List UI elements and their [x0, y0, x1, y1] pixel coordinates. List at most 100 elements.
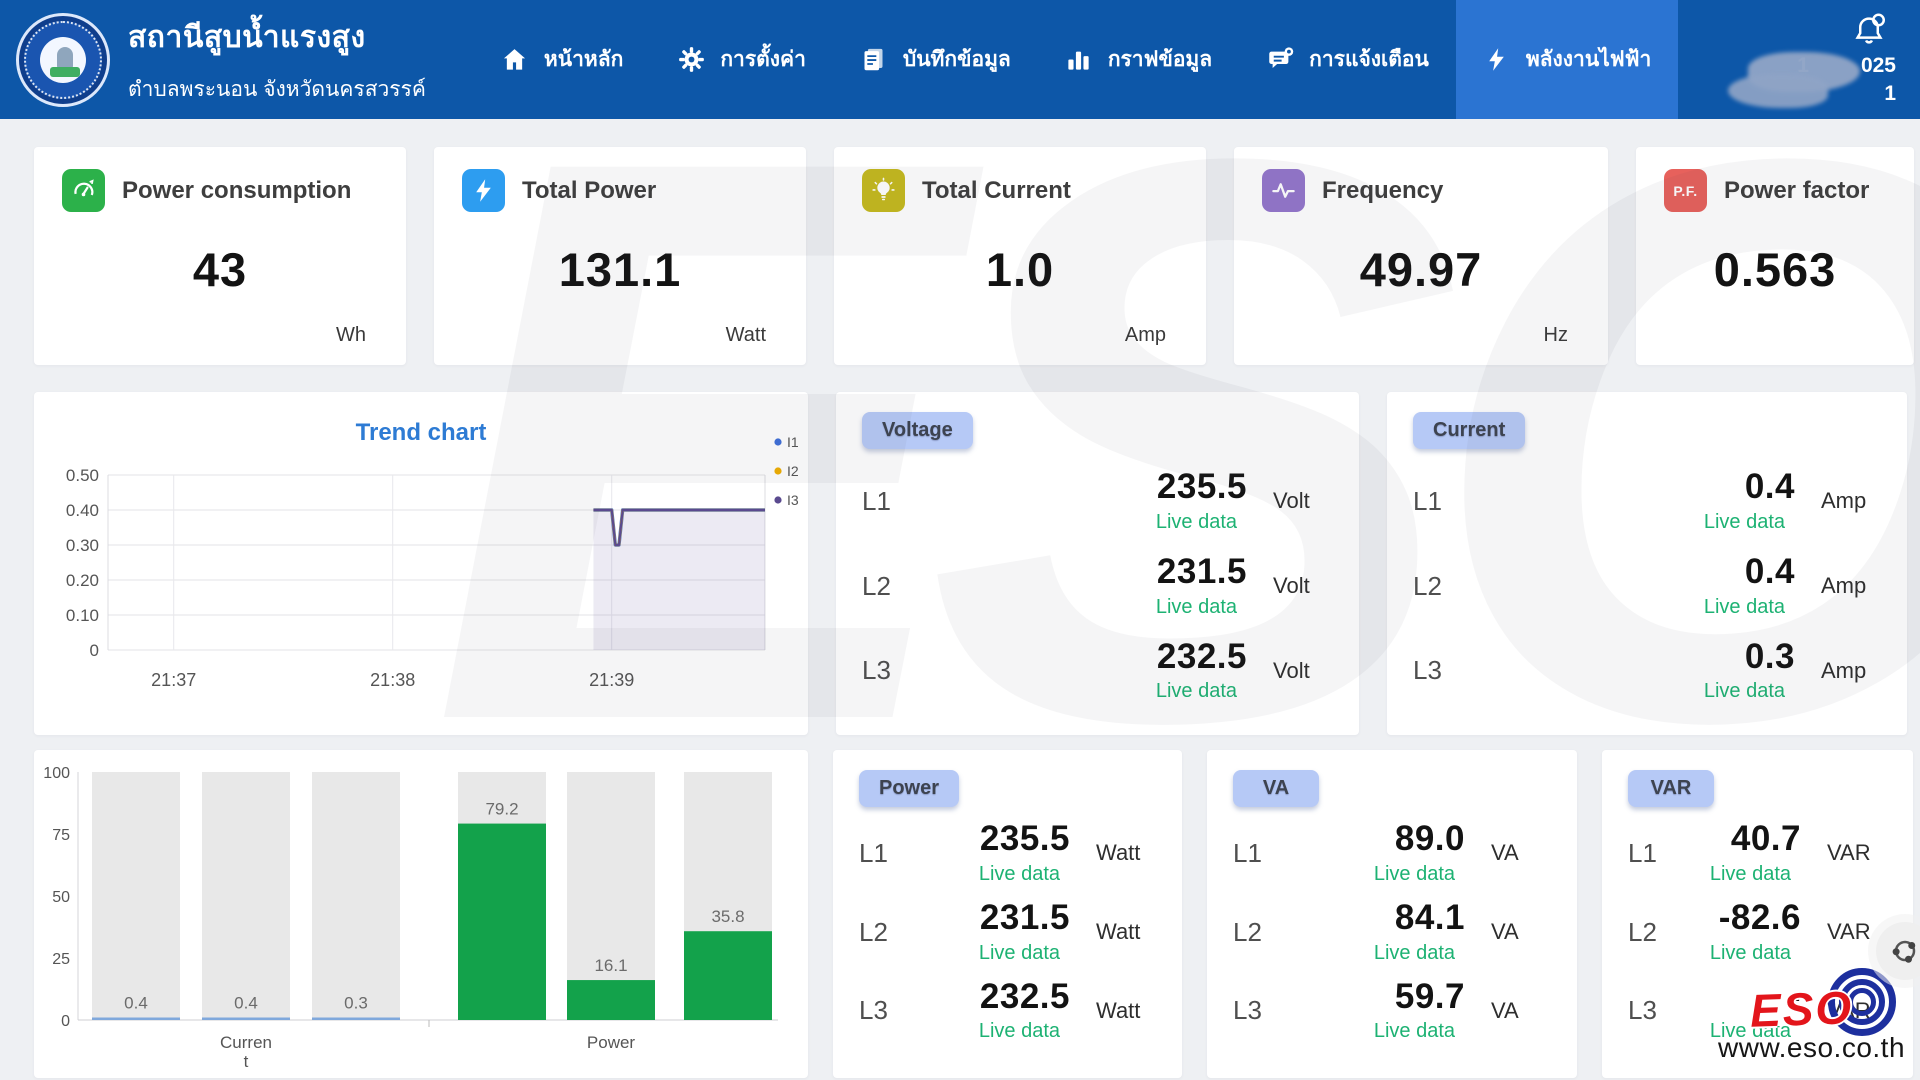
bar-chart-panel: 02550751000.40.40.3Current79.216.135.8Po… — [34, 750, 808, 1078]
unit: VA — [1465, 998, 1551, 1024]
measure-row: L2 231.5 Live data Volt — [862, 554, 1333, 619]
card-value: 43 — [62, 242, 378, 297]
card-unit: Wh — [336, 324, 366, 347]
nav-label: การตั้งค่า — [720, 43, 806, 76]
unit: Amp — [1795, 573, 1881, 599]
notification-bell-icon[interactable] — [1850, 12, 1888, 50]
measure-row: L1 0.4 Live data Amp — [1413, 469, 1881, 534]
unit: Volt — [1247, 658, 1333, 684]
value: 232.5 — [980, 979, 1070, 1016]
value: 235.5 — [980, 821, 1070, 858]
document-icon — [860, 46, 888, 74]
card-title: Power factor — [1724, 177, 1869, 205]
redaction-blob — [1728, 74, 1828, 108]
measure-row: L3 232.5 Live data Volt — [862, 639, 1333, 704]
gauge-icon — [62, 169, 105, 212]
measure-row: L2 0.4 Live data Amp — [1413, 554, 1881, 619]
power-badge[interactable]: Power — [859, 770, 959, 807]
svg-text:21:37: 21:37 — [151, 670, 196, 690]
live-data-status: Live data — [1374, 863, 1455, 886]
nav-label: หน้าหลัก — [544, 43, 623, 76]
card-unit: Watt — [726, 324, 766, 347]
unit: VAR — [1801, 919, 1887, 945]
nav-label: การแจ้งเตือน — [1309, 43, 1429, 76]
live-data-status: Live data — [1704, 511, 1785, 534]
value: 235.5 — [1157, 469, 1247, 506]
svg-text:50: 50 — [52, 889, 70, 906]
measure-row: L2 84.1 Live data VA — [1233, 900, 1551, 965]
nav-item-energy[interactable]: พลังงานไฟฟ้า — [1456, 0, 1678, 119]
unit: Amp — [1795, 658, 1881, 684]
eso-website-url: www.eso.co.th — [1718, 1032, 1905, 1064]
bottom-row: 02550751000.40.40.3Current79.216.135.8Po… — [34, 750, 1913, 1078]
svg-text:0: 0 — [90, 641, 99, 660]
card-unit: Amp — [1125, 324, 1166, 347]
svg-text:25: 25 — [52, 951, 70, 968]
live-data-status: Live data — [979, 942, 1060, 965]
live-data-status: Live data — [1374, 942, 1455, 965]
svg-text:21:38: 21:38 — [370, 670, 415, 690]
nav-item-records[interactable]: บันทึกข้อมูล — [833, 0, 1038, 119]
var-badge[interactable]: VAR — [1628, 770, 1714, 807]
value: 89.0 — [1395, 821, 1465, 858]
va-badge[interactable]: VA — [1233, 770, 1319, 807]
datetime-display: 1 025 1 — [1746, 52, 1896, 107]
unit: Watt — [1070, 919, 1156, 945]
card-title: Frequency — [1322, 177, 1443, 205]
svg-text:100: 100 — [43, 765, 70, 782]
svg-text:0.3: 0.3 — [344, 994, 368, 1013]
gear-icon — [677, 46, 705, 74]
nav-item-settings[interactable]: การตั้งค่า — [650, 0, 833, 119]
measure-row: L2 -82.6 Live data VAR — [1628, 900, 1887, 965]
nav-label: พลังงานไฟฟ้า — [1526, 43, 1651, 76]
svg-text:79.2: 79.2 — [485, 800, 518, 819]
live-data-status: Live data — [1156, 680, 1237, 703]
value: 0.3 — [1745, 639, 1795, 676]
card-title: Total Power — [522, 177, 656, 205]
middle-row: 00.100.200.300.400.5021:3721:3821:39Tren… — [34, 392, 1907, 735]
current-badge[interactable]: Current — [1413, 412, 1525, 449]
card-total-power: Total Power 131.1 Watt — [434, 147, 806, 365]
card-unit: Hz — [1544, 324, 1568, 347]
chat-notification-icon — [1266, 46, 1294, 74]
unit: Volt — [1247, 488, 1333, 514]
unit: Amp — [1795, 488, 1881, 514]
live-data-status: Live data — [979, 1020, 1060, 1043]
measure-row: L3 232.5 Live data Watt — [859, 979, 1156, 1044]
value: 231.5 — [1157, 554, 1247, 591]
measure-row: L1 235.5 Live data Volt — [862, 469, 1333, 534]
card-value: 0.563 — [1664, 242, 1886, 297]
svg-text:0.30: 0.30 — [66, 536, 99, 555]
live-data-status: Live data — [1710, 863, 1791, 886]
card-title: Total Current — [922, 177, 1071, 205]
unit: VAR — [1801, 840, 1887, 866]
svg-text:0.4: 0.4 — [124, 994, 148, 1013]
nav-item-alerts[interactable]: การแจ้งเตือน — [1239, 0, 1456, 119]
value: 0.4 — [1745, 554, 1795, 591]
card-power-factor: P.F. Power factor 0.563 — [1636, 147, 1914, 365]
unit: VA — [1465, 840, 1551, 866]
trend-chart-panel: 00.100.200.300.400.5021:3721:3821:39Tren… — [34, 392, 808, 735]
svg-text:I1: I1 — [787, 434, 799, 450]
live-data-status: Live data — [1704, 680, 1785, 703]
page-subtitle: ตำบลพระนอน จังหวัดนครสวรรค์ — [128, 73, 426, 106]
card-total-current: Total Current 1.0 Amp — [834, 147, 1206, 365]
card-value: 49.97 — [1262, 242, 1580, 297]
nav-item-graphs[interactable]: กราฟข้อมูล — [1038, 0, 1239, 119]
live-data-status: Live data — [1374, 1020, 1455, 1043]
pulse-icon — [1262, 169, 1305, 212]
eso-logo: ESO — [1744, 972, 1920, 1036]
live-data-status: Live data — [979, 863, 1060, 886]
live-data-status: Live data — [1704, 596, 1785, 619]
svg-text:0.4: 0.4 — [234, 994, 258, 1013]
svg-text:I2: I2 — [787, 463, 799, 479]
nav-item-home[interactable]: หน้าหลัก — [474, 0, 650, 119]
nav-label: บันทึกข้อมูล — [903, 43, 1011, 76]
voltage-badge[interactable]: Voltage — [862, 412, 973, 449]
app-header: สถานีสูบน้ำแรงสูง ตำบลพระนอน จังหวัดนครส… — [0, 0, 1920, 119]
measure-row: L3 59.7 Live data VA — [1233, 979, 1551, 1044]
svg-text:21:39: 21:39 — [589, 670, 634, 690]
card-value: 131.1 — [462, 242, 778, 297]
live-data-status: Live data — [1156, 511, 1237, 534]
svg-text:0: 0 — [61, 1013, 70, 1030]
